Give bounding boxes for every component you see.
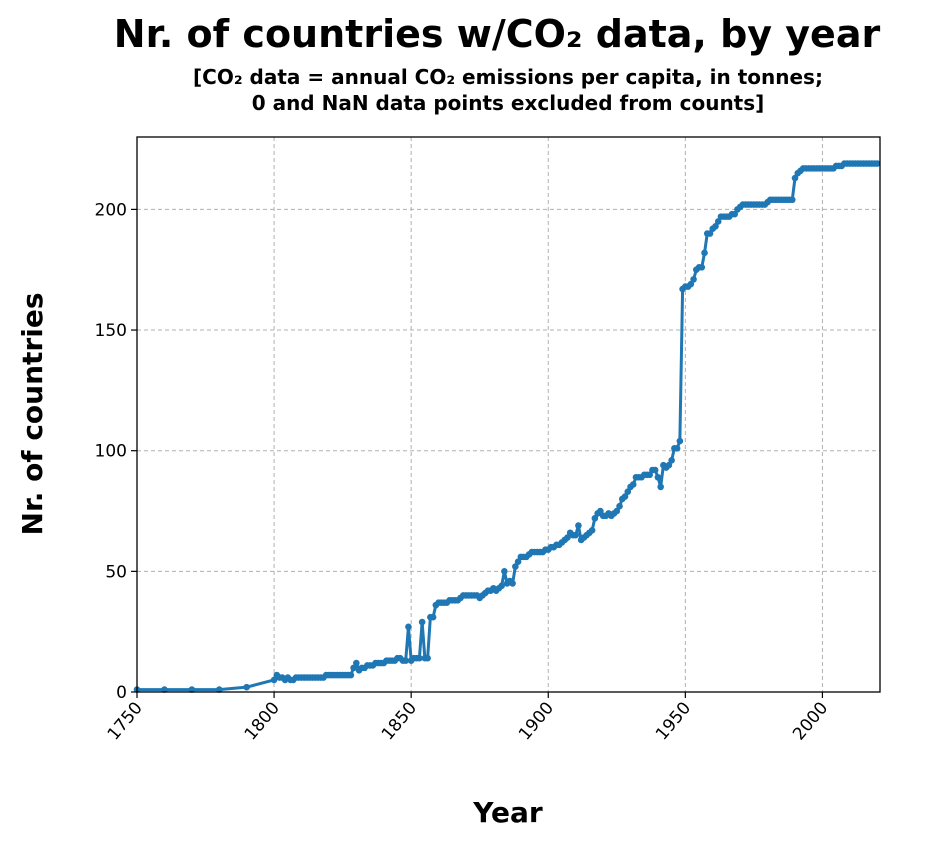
data-point (572, 531, 579, 539)
data-point (714, 218, 722, 225)
x-tick-label: 1750 (104, 698, 147, 744)
data-point (788, 196, 796, 204)
data-point (629, 481, 637, 488)
data-point (405, 623, 412, 631)
y-tick-label: 100 (95, 442, 127, 462)
data-line (137, 162, 878, 692)
data-point (701, 249, 708, 257)
data-point (270, 676, 278, 684)
x-tick-label: 1900 (515, 698, 558, 744)
data-point (416, 654, 423, 662)
x-tick-label: 1850 (378, 698, 421, 744)
grid (136, 137, 880, 693)
data-point (588, 527, 596, 534)
data-point (575, 522, 582, 529)
data-point (161, 686, 168, 693)
data-point (712, 222, 719, 230)
data-point (424, 654, 431, 662)
y-tick-label: 0 (116, 683, 127, 703)
data-point (791, 174, 799, 182)
data-point (676, 437, 684, 445)
data-point (597, 507, 604, 515)
plot (133, 160, 881, 693)
data-point (731, 210, 738, 218)
chart-subtitle: [CO₂ data = annual CO₂ emissions per cap… (193, 65, 823, 89)
data-point (616, 502, 623, 510)
data-point (350, 664, 357, 672)
axes: 0 50 100 150 200 1750 1800 1850 1900 1950 2000 (95, 200, 833, 744)
data-point (215, 686, 223, 693)
data-point (687, 280, 695, 288)
data-point (243, 683, 250, 691)
data-point (873, 160, 881, 167)
data-point (621, 493, 629, 500)
data-point (347, 671, 355, 679)
y-tick-label: 150 (95, 321, 127, 341)
data-point (429, 613, 437, 621)
data-point (402, 657, 409, 664)
plot-frame (136, 136, 881, 693)
data-point (706, 230, 714, 237)
data-point (673, 444, 681, 452)
data-point (509, 580, 516, 587)
data-point (501, 568, 508, 575)
data-point (188, 686, 196, 693)
data-point (353, 659, 360, 667)
data-point (512, 563, 519, 570)
data-point (564, 534, 571, 541)
data-point (418, 618, 426, 626)
data-point (698, 264, 706, 271)
data-point (613, 507, 621, 515)
data-point (646, 471, 653, 479)
x-axis-label: Year (472, 796, 543, 829)
y-tick-label: 200 (95, 200, 127, 220)
data-point (690, 276, 697, 283)
data-point (657, 483, 664, 491)
y-axis-label: Nr. of countries (16, 293, 49, 536)
data-point (651, 466, 659, 474)
data-point (665, 461, 673, 469)
x-tick-label: 2000 (789, 698, 832, 744)
chart-title: Nr. of countries w/CO₂ data, by year (114, 12, 881, 56)
x-tick-label: 1950 (652, 698, 695, 744)
data-point (668, 457, 675, 464)
data-point (624, 488, 632, 496)
data-point (498, 582, 505, 590)
x-tick-label: 1800 (241, 698, 284, 744)
data-point (654, 473, 662, 481)
y-tick-label: 50 (105, 562, 127, 582)
data-point (591, 514, 599, 522)
chart-subtitle: 0 and NaN data points excluded from coun… (252, 91, 765, 115)
data-point (514, 558, 522, 565)
